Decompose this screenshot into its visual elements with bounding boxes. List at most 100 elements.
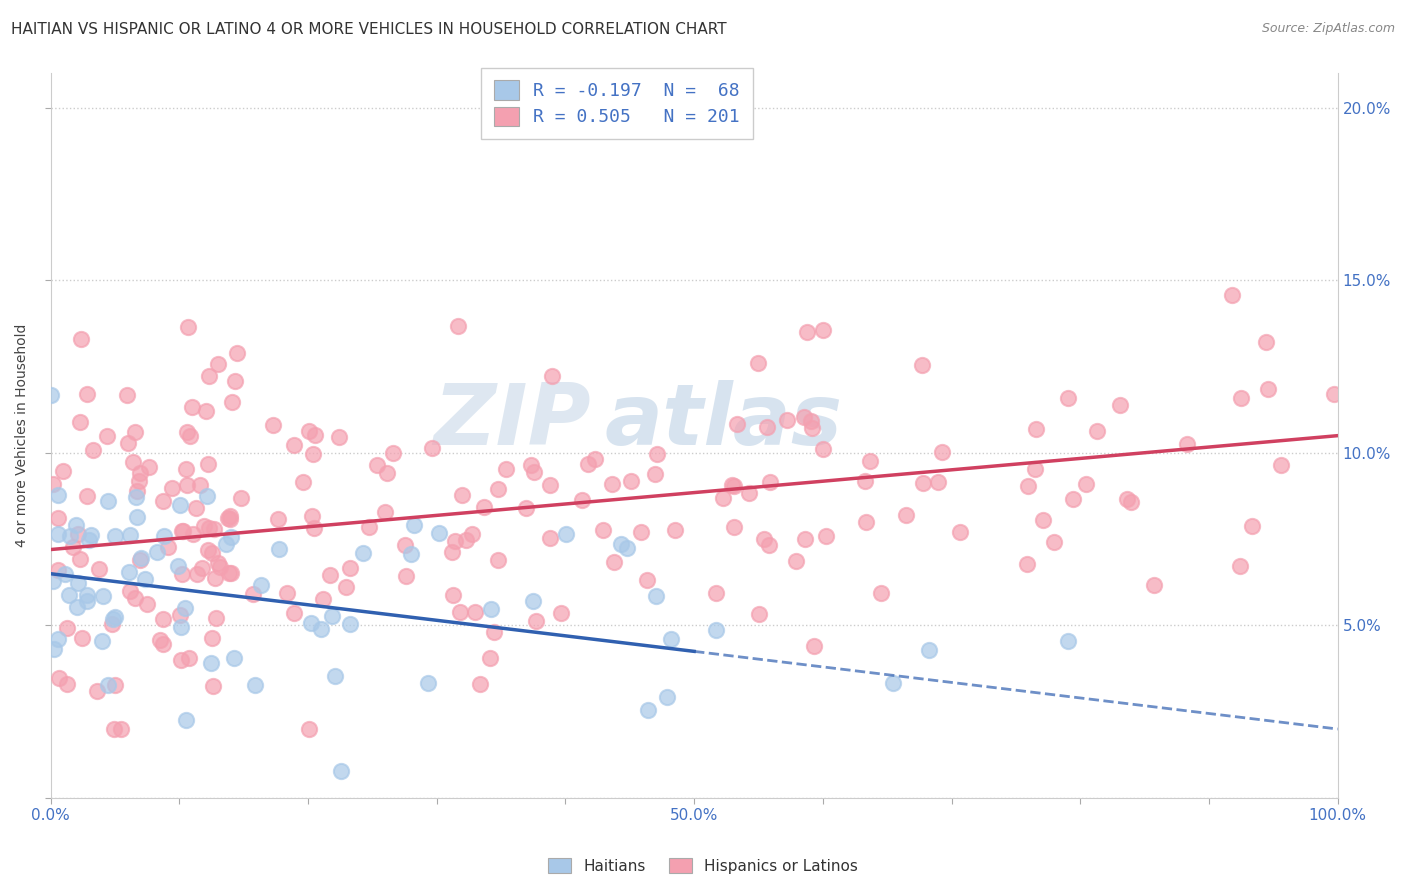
Point [177, 651, 200, 665]
Point [312, 592, 335, 607]
Point [76, 489, 98, 503]
Point [101, 612, 124, 626]
Point [46, 563, 69, 577]
Point [352, 546, 374, 560]
Point [118, 565, 141, 579]
Point [461, 527, 484, 541]
Point [870, 586, 893, 600]
Point [97, 678, 120, 692]
Point [1017, 557, 1039, 571]
Point [725, 417, 748, 431]
Point [152, 637, 174, 651]
Point [486, 553, 509, 567]
Point [276, 585, 298, 599]
Point [42, 476, 65, 491]
Point [299, 616, 322, 631]
Point [402, 518, 425, 533]
Point [177, 320, 200, 334]
Point [637, 702, 659, 716]
Point [219, 530, 242, 544]
Point [197, 521, 219, 535]
Point [522, 594, 544, 608]
Point [152, 493, 174, 508]
Point [524, 614, 547, 628]
Point [207, 357, 229, 371]
Point [201, 632, 224, 646]
Point [76, 594, 98, 608]
Point [447, 318, 470, 333]
Point [52, 464, 75, 478]
Legend: R = -0.197  N =  68, R = 0.505   N = 201: R = -0.197 N = 68, R = 0.505 N = 201 [481, 68, 752, 139]
Point [56, 677, 79, 691]
Point [267, 511, 290, 525]
Point [101, 616, 124, 631]
Point [859, 454, 882, 468]
Point [759, 475, 782, 490]
Point [176, 425, 198, 439]
Point [319, 567, 342, 582]
Point [269, 542, 291, 557]
Point [125, 490, 148, 504]
Point [69, 552, 91, 566]
Point [927, 475, 949, 489]
Point [330, 764, 353, 779]
Point [758, 538, 780, 552]
Point [603, 556, 626, 570]
Point [495, 462, 517, 476]
Point [59, 529, 82, 543]
Point [87, 562, 110, 576]
Point [776, 412, 799, 426]
Point [197, 489, 219, 503]
Point [129, 553, 152, 567]
Point [440, 545, 463, 559]
Point [478, 650, 501, 665]
Point [72, 632, 94, 646]
Point [167, 558, 190, 573]
Point [704, 623, 727, 637]
Point [1256, 334, 1278, 349]
Point [157, 540, 180, 554]
Point [82, 442, 104, 457]
Point [1074, 476, 1097, 491]
Point [224, 374, 246, 388]
Point [1119, 495, 1142, 509]
Point [70, 332, 93, 346]
Point [190, 561, 212, 575]
Point [576, 457, 599, 471]
Point [48, 527, 70, 541]
Point [427, 526, 450, 541]
Point [283, 606, 305, 620]
Point [225, 345, 247, 359]
Point [931, 444, 953, 458]
Point [339, 616, 361, 631]
Point [250, 577, 273, 591]
Point [302, 520, 325, 534]
Point [479, 601, 502, 615]
Point [218, 566, 240, 581]
Point [399, 548, 422, 562]
Point [894, 508, 917, 522]
Point [463, 605, 485, 619]
Point [592, 523, 614, 537]
Point [815, 529, 838, 543]
Point [145, 544, 167, 558]
Point [39, 388, 62, 402]
Point [321, 609, 343, 624]
Point [186, 566, 208, 581]
Point [153, 529, 176, 543]
Point [124, 425, 146, 439]
Point [538, 478, 561, 492]
Point [46, 511, 69, 525]
Point [208, 560, 231, 574]
Point [325, 668, 347, 682]
Point [243, 678, 266, 692]
Point [375, 466, 398, 480]
Point [174, 600, 197, 615]
Point [328, 430, 350, 444]
Point [882, 675, 904, 690]
Point [214, 537, 236, 551]
Point [339, 561, 361, 575]
Point [117, 436, 139, 450]
Point [630, 524, 652, 539]
Point [711, 491, 734, 505]
